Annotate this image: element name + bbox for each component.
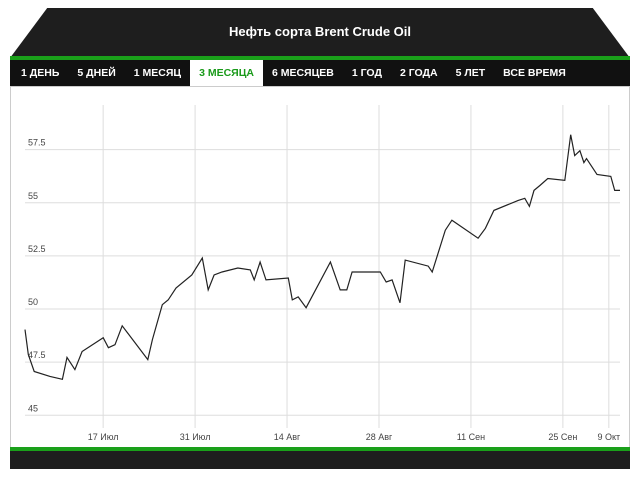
range-tab[interactable]: 3 МЕСЯЦА xyxy=(190,60,263,86)
range-tab[interactable]: 5 ЛЕТ xyxy=(447,60,495,86)
y-tick-label: 52.5 xyxy=(28,244,46,254)
y-tick-label: 57.5 xyxy=(28,138,46,148)
x-tick-label: 17 Июл xyxy=(88,432,119,442)
x-tick-label: 28 Авг xyxy=(366,432,393,442)
x-tick-label: 9 Окт xyxy=(597,432,620,442)
range-tab[interactable]: 1 ГОД xyxy=(343,60,391,86)
range-tab[interactable]: 1 ДЕНЬ xyxy=(12,60,68,86)
footer-bar xyxy=(10,447,630,469)
y-tick-label: 47.5 xyxy=(28,350,46,360)
price-line xyxy=(24,134,620,381)
y-tick-label: 55 xyxy=(28,191,38,201)
y-tick-label: 50 xyxy=(28,297,38,307)
x-tick-label: 14 Авг xyxy=(274,432,301,442)
range-tab[interactable]: 1 МЕСЯЦ xyxy=(125,60,190,86)
range-tab[interactable]: 5 ДНЕЙ xyxy=(68,60,124,86)
y-tick-label: 45 xyxy=(28,403,38,413)
tab-bar: 1 ДЕНЬ 5 ДНЕЙ 1 МЕСЯЦ 3 МЕСЯЦА 6 МЕСЯЦЕВ 1 ГО… xyxy=(10,60,630,86)
header-accent xyxy=(10,56,630,60)
x-tick-label: 25 Сен xyxy=(548,432,577,442)
range-tab[interactable]: ВСЕ ВРЕМЯ xyxy=(494,60,575,86)
range-tab[interactable]: 6 МЕСЯЦЕВ xyxy=(263,60,343,86)
range-tab[interactable]: 2 ГОДА xyxy=(391,60,447,86)
chart-title: Нефть сорта Brent Crude Oil xyxy=(228,24,411,39)
x-tick-label: 31 Июл xyxy=(180,432,211,442)
header: Нефть сорта Brent Crude Oil xyxy=(10,8,630,58)
x-tick-label: 11 Сен xyxy=(457,432,485,442)
